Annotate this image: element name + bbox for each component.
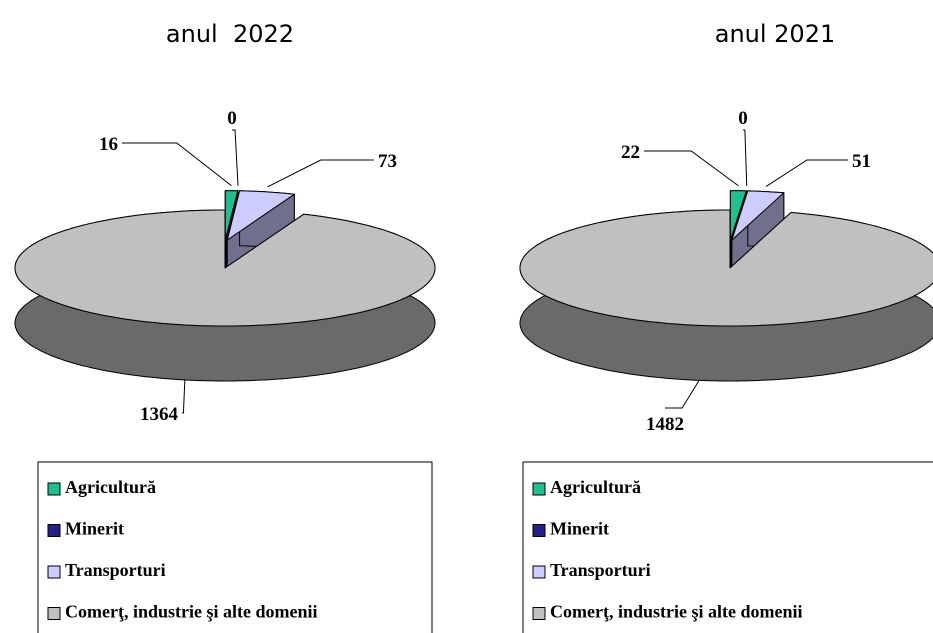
legend-label: Minerit xyxy=(65,519,124,539)
legend-label: Minerit xyxy=(550,519,609,539)
legend-label: Transporturi xyxy=(65,560,166,580)
legend-swatch xyxy=(47,482,61,496)
slice-top xyxy=(519,209,933,327)
legend-swatch xyxy=(47,565,61,579)
legend-box xyxy=(37,461,433,633)
data-label: 22 xyxy=(621,142,640,163)
legend-label: Agricultură xyxy=(65,477,156,497)
legend-label: Transporturi xyxy=(550,560,651,580)
legend-box xyxy=(522,461,933,633)
leader-line xyxy=(267,159,374,188)
leader-line xyxy=(743,129,748,186)
legend-swatch xyxy=(532,482,546,496)
leader-line xyxy=(182,379,186,414)
data-label: 16 xyxy=(99,134,118,155)
legend-label: Agricultură xyxy=(550,477,641,497)
leader-line xyxy=(765,159,848,188)
legend-swatch xyxy=(532,607,546,620)
pie-slice xyxy=(14,209,436,382)
legend-label: Comerţ, industrie şi alte domenii xyxy=(65,602,317,622)
data-label: 0 xyxy=(738,108,748,129)
pie-slice xyxy=(519,209,933,382)
slice-top xyxy=(14,209,436,327)
leader-line xyxy=(232,129,239,186)
legend-swatch xyxy=(532,524,546,537)
slice-top xyxy=(225,190,239,241)
chart-title: anul 2021 xyxy=(715,20,836,48)
chart-title: anul 2022 xyxy=(166,20,294,48)
data-label: 0 xyxy=(227,108,237,129)
legend-swatch xyxy=(47,524,61,537)
leader-line xyxy=(665,380,700,409)
slice-top xyxy=(730,190,748,241)
legend-swatch xyxy=(532,565,546,579)
legend-swatch xyxy=(47,607,61,620)
data-label: 1364 xyxy=(140,404,179,425)
leader-line xyxy=(122,142,232,187)
leader-line xyxy=(644,150,739,187)
slice-top xyxy=(226,190,295,241)
data-label: 51 xyxy=(852,151,871,172)
slice-top xyxy=(731,190,785,241)
legend-label: Comerţ, industrie şi alte domenii xyxy=(550,602,802,622)
data-label: 1482 xyxy=(646,414,684,435)
data-label: 73 xyxy=(378,151,397,172)
